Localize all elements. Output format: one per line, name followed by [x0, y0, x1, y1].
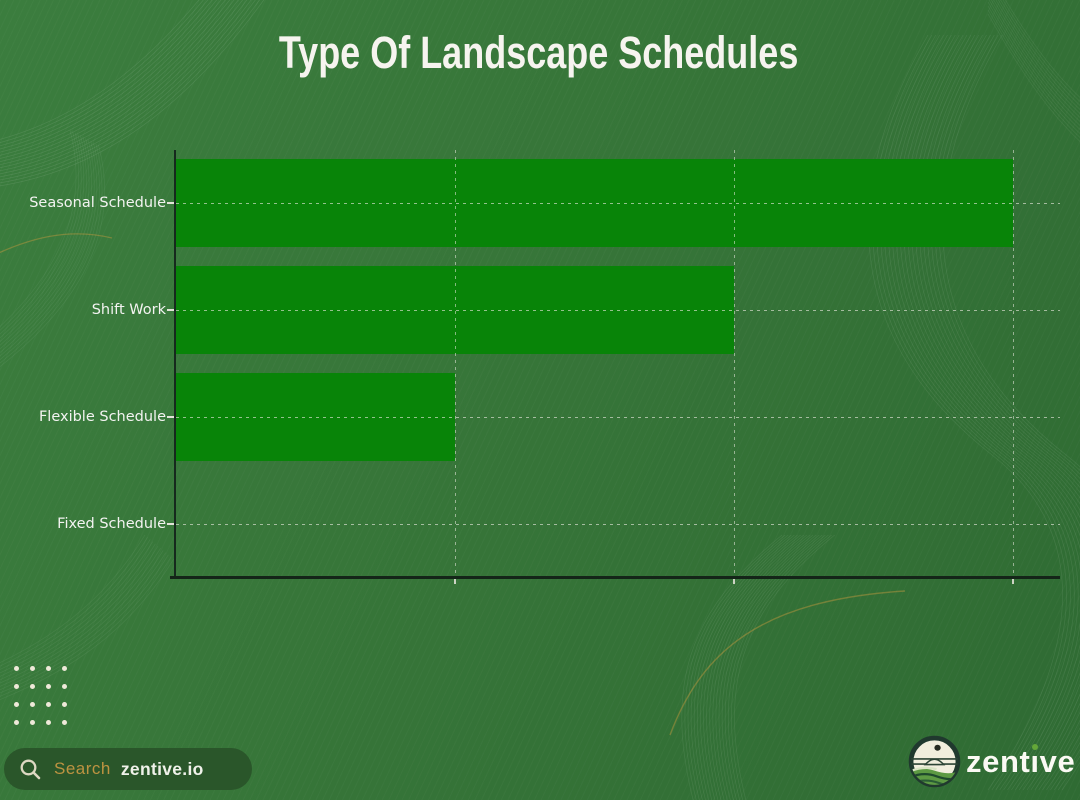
x-tick-mark [1011, 579, 1014, 584]
decoration-dot [46, 666, 51, 671]
decoration-dot [62, 684, 67, 689]
horizontal-gridline [176, 523, 1060, 525]
y-axis-label: Fixed Schedule [57, 515, 166, 532]
decoration-dot [62, 720, 67, 725]
decoration-dot [62, 666, 67, 671]
x-tick-mark [453, 579, 456, 584]
y-axis-label: Seasonal Schedule [29, 195, 166, 212]
bar-chart-plot-area: Seasonal Schedule Shift Work Flexible Sche… [29, 150, 1060, 584]
horizontal-gridline [176, 416, 1060, 418]
y-tick-mark [167, 522, 174, 525]
vertical-gridline [454, 150, 456, 577]
y-tick-mark [167, 309, 174, 312]
y-axis-line [174, 150, 176, 577]
search-bar[interactable]: Search zentive.io [4, 748, 252, 790]
x-axis-line [170, 576, 1060, 579]
y-axis-label: Flexible Schedule [38, 408, 166, 425]
vertical-gridline [1012, 150, 1014, 577]
brand-name: zentı ve [966, 743, 1076, 779]
y-axis-label: Shift Work [91, 302, 166, 319]
page-title: Type Of Landscape Schedules [278, 27, 799, 78]
vertical-gridline [733, 150, 735, 577]
horizontal-gridline [176, 310, 1060, 312]
search-site-text: zentive.io [120, 758, 204, 779]
brand-letter-i: ı [1030, 743, 1040, 779]
search-label: Search [54, 759, 111, 778]
decoration-dot [46, 684, 51, 689]
decoration-dot [14, 702, 19, 707]
brand-i-leaf-dot [1032, 743, 1039, 750]
decoration-dot [30, 666, 35, 671]
magnifier-icon [20, 759, 41, 779]
y-tick-mark [167, 415, 174, 418]
y-tick-mark [167, 202, 174, 205]
decoration-dot [62, 702, 67, 707]
decoration-dot [14, 666, 19, 671]
dot-grid-decoration [14, 666, 78, 738]
zentive-landscape-logo-icon [908, 735, 961, 788]
decoration-dot [46, 702, 51, 707]
decoration-dot [30, 684, 35, 689]
zentive-logo: zentı ve [906, 733, 1075, 790]
decoration-dot [30, 720, 35, 725]
decoration-dot [30, 702, 35, 707]
decoration-dot [46, 720, 51, 725]
decoration-dot [14, 720, 19, 725]
x-tick-mark [732, 579, 735, 584]
decoration-dot [14, 684, 19, 689]
horizontal-gridline [176, 203, 1060, 205]
